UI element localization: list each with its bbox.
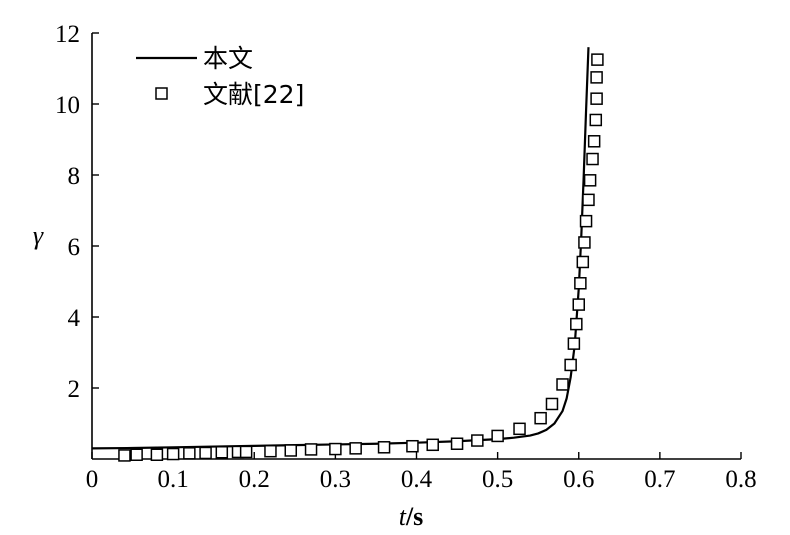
- data-point-marker: [570, 317, 583, 331]
- data-point-marker: [349, 442, 362, 455]
- x-tick-label: 0.8: [725, 466, 756, 493]
- data-point-marker: [591, 53, 604, 66]
- data-point-marker: [582, 193, 595, 207]
- data-point-marker: [578, 236, 591, 249]
- data-point-marker: [426, 438, 439, 452]
- y-tick-label: 2: [68, 376, 81, 403]
- data-point-marker: [545, 397, 559, 411]
- x-tick-label: 0.1: [158, 466, 189, 493]
- data-point-marker: [583, 174, 597, 187]
- data-point-marker: [574, 277, 587, 290]
- legend-label-series-2: 文献[22]: [203, 80, 304, 109]
- data-point-marker: [329, 442, 342, 456]
- data-point-marker: [150, 448, 164, 461]
- data-point-marker: [183, 447, 196, 460]
- data-point-marker: [576, 255, 590, 269]
- series-line-path: [91, 47, 590, 450]
- x-tick-label: 0.7: [644, 466, 675, 493]
- x-tick-label: 0.3: [320, 466, 351, 493]
- data-point-marker: [118, 449, 131, 462]
- series-markers-wenxian: [118, 53, 604, 462]
- data-point-marker: [264, 444, 277, 458]
- legend: 本文 文献[22]: [136, 44, 304, 109]
- y-tick-label: 4: [68, 305, 81, 332]
- data-point-marker: [589, 113, 603, 127]
- data-point-marker: [471, 434, 484, 447]
- y-tick-label: 6: [68, 234, 81, 261]
- data-point-marker: [567, 337, 581, 350]
- data-point-marker: [572, 298, 585, 311]
- series-line-bengwen: [91, 47, 590, 450]
- axes: [91, 33, 741, 460]
- x-tick-label: 0.6: [563, 466, 594, 493]
- data-point-marker: [239, 445, 253, 459]
- y-tick-label: 8: [68, 163, 81, 190]
- data-point-marker: [130, 448, 143, 461]
- data-point-marker: [284, 444, 298, 457]
- data-point-marker: [199, 446, 212, 460]
- data-point-marker: [586, 152, 599, 166]
- legend-square-swatch: [155, 87, 168, 100]
- legend-label-series-1: 本文: [203, 44, 253, 73]
- data-point-marker: [304, 443, 318, 456]
- data-point-marker: [587, 135, 601, 148]
- data-point-marker: [166, 447, 180, 461]
- x-tick-label: 0.2: [239, 466, 270, 493]
- data-point-marker: [491, 429, 504, 443]
- x-tick-label: 0: [86, 466, 99, 493]
- x-axis-label-unit: /s: [405, 502, 423, 531]
- data-point-marker: [564, 358, 577, 372]
- x-axis-label: t/s: [399, 502, 424, 531]
- data-point-marker: [513, 422, 526, 436]
- data-point-marker: [590, 71, 603, 84]
- y-axis-label: γ: [33, 221, 44, 250]
- data-point-marker: [579, 214, 593, 228]
- x-tick-label: 0.4: [401, 466, 433, 493]
- data-point-marker: [450, 437, 464, 450]
- x-tick-label: 0.5: [482, 466, 513, 493]
- data-point-marker: [406, 439, 419, 453]
- x-axis-label-var: t: [399, 502, 407, 531]
- data-point-marker: [215, 446, 229, 459]
- data-point-marker: [377, 441, 391, 454]
- data-point-marker: [556, 378, 569, 391]
- ticks: 0 0.1 0.2 0.3 0.4 0.5 0.6 0.7 0.8 2 4 6 8 10 12: [55, 21, 757, 493]
- data-point-marker: [534, 411, 547, 425]
- y-tick-label: 10: [55, 92, 80, 119]
- data-point-marker: [590, 92, 603, 105]
- y-tick-label: 12: [55, 21, 80, 48]
